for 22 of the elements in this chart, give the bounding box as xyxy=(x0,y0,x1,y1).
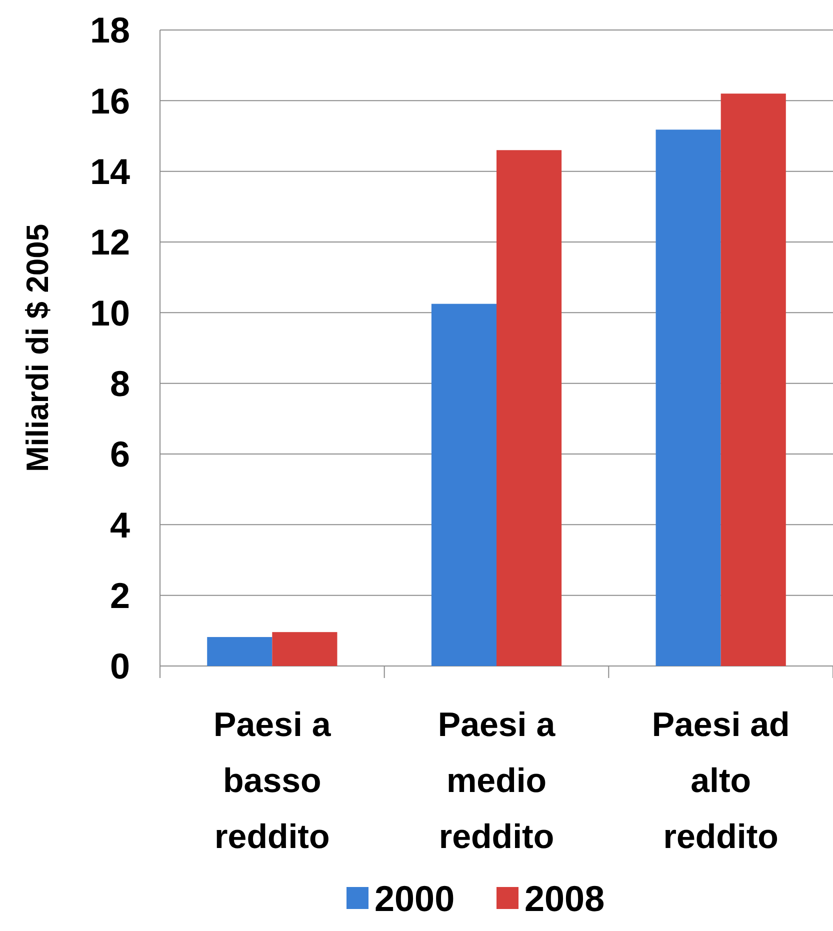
y-tick-label: 0 xyxy=(110,646,130,687)
bar xyxy=(720,94,786,666)
y-axis-title: Miliardi di $ 2005 xyxy=(20,224,55,472)
bar xyxy=(431,304,496,666)
y-tick-label: 18 xyxy=(90,10,130,51)
legend-label: 2000 xyxy=(374,878,455,919)
y-tick-label: 10 xyxy=(90,292,130,334)
bar xyxy=(272,632,338,666)
legend-label: 2008 xyxy=(524,878,605,919)
y-tick-label: 12 xyxy=(90,222,130,263)
y-tick-label: 16 xyxy=(90,80,130,122)
y-tick-label: 8 xyxy=(110,362,130,404)
y-tick-label: 6 xyxy=(110,434,130,475)
bar xyxy=(207,637,272,666)
y-tick-label: 4 xyxy=(110,504,130,546)
x-tick-label: Paesi ad alto reddito xyxy=(652,706,790,856)
y-tick-label: 14 xyxy=(90,150,130,192)
x-tick-label: Paesi a medio reddito xyxy=(438,706,556,856)
bar xyxy=(656,130,721,666)
y-tick-label: 2 xyxy=(110,574,130,616)
bar xyxy=(496,150,562,666)
x-tick-label: Paesi a basso reddito xyxy=(214,706,332,856)
